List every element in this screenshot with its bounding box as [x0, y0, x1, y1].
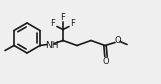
Text: F: F [51, 19, 55, 28]
Text: F: F [71, 19, 75, 28]
Text: F: F [61, 14, 65, 23]
Text: O: O [115, 36, 121, 45]
Text: NH: NH [45, 41, 59, 50]
Text: O: O [103, 57, 109, 66]
